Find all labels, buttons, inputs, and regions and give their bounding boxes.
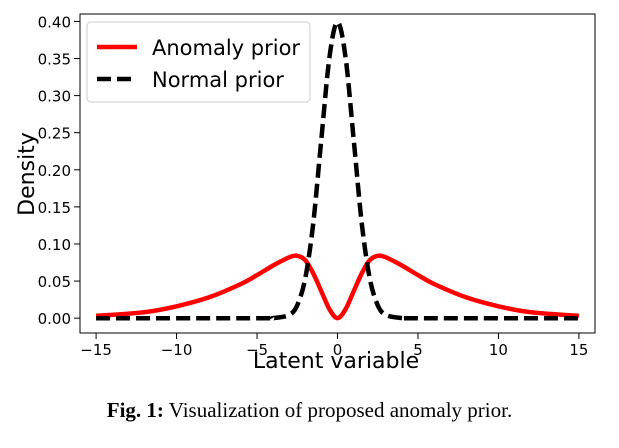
legend-label-normal-prior: Normal prior <box>152 68 284 92</box>
y-tick-label: 0.30 <box>38 88 71 106</box>
y-tick-label: 0.00 <box>38 310 71 328</box>
y-tick-label: 0.05 <box>38 273 71 291</box>
y-axis: 0.00 0.05 0.10 0.15 0.20 0.25 0.30 0.35 0.40 <box>38 13 80 328</box>
x-tick-label: 10 <box>489 341 508 359</box>
x-tick-label: 0 <box>333 341 343 359</box>
legend-label-anomaly-prior: Anomaly prior <box>152 36 300 60</box>
caption-text: Visualization of proposed anomaly prior. <box>168 398 513 422</box>
y-tick-label: 0.20 <box>38 162 71 180</box>
legend-box <box>86 21 311 103</box>
x-tick-label: −15 <box>80 341 112 359</box>
x-tick-label: 5 <box>413 341 423 359</box>
legend: Anomaly prior Normal prior <box>86 21 311 103</box>
y-tick-label: 0.15 <box>38 199 71 217</box>
caption-label: Fig. 1: <box>106 398 164 422</box>
y-tick-label: 0.25 <box>38 125 71 143</box>
figure-caption: Fig. 1: Visualization of proposed anomal… <box>0 398 619 423</box>
series-layer <box>95 19 580 321</box>
y-tick-label: 0.40 <box>38 13 71 31</box>
x-axis: −15 −10 −5 0 5 10 15 <box>80 333 588 359</box>
series-line-anomaly-prior <box>95 253 580 321</box>
x-tick-label: −5 <box>246 341 268 359</box>
x-tick-label: 15 <box>569 341 588 359</box>
y-axis-label: Density <box>15 132 40 216</box>
x-axis-label: Latent variable <box>253 349 419 374</box>
y-tick-label: 0.35 <box>38 51 71 69</box>
x-tick-label: −10 <box>161 341 193 359</box>
y-tick-label: 0.10 <box>38 236 71 254</box>
